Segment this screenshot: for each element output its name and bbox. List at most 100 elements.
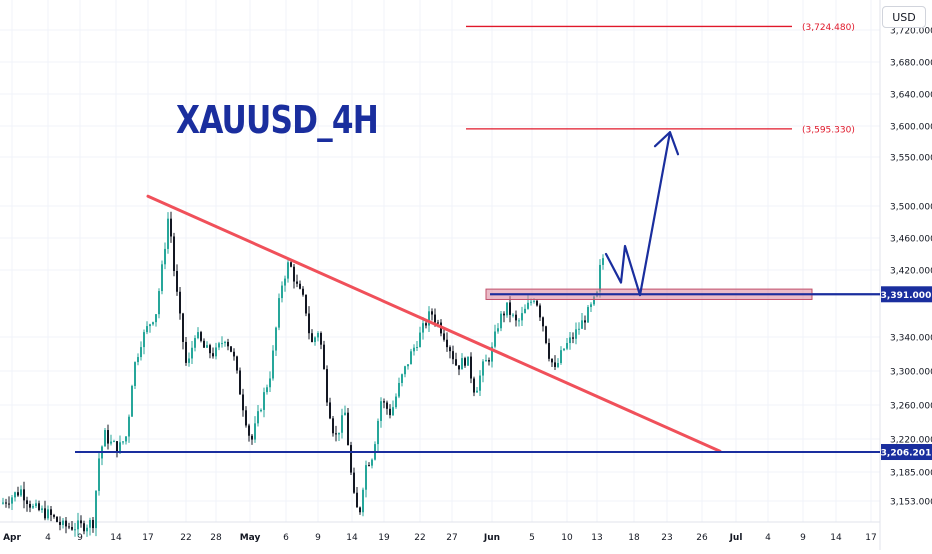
candle-body (122, 441, 124, 443)
candle (299, 280, 301, 290)
candle (557, 358, 559, 369)
candle (53, 513, 55, 519)
candle-body (68, 526, 70, 528)
candle-body (401, 374, 403, 383)
candle-body (215, 347, 217, 357)
candle (146, 321, 148, 335)
candle-body (263, 392, 265, 410)
candle (368, 462, 370, 467)
candle (110, 434, 112, 446)
candle-body (299, 283, 301, 289)
candle-body (602, 258, 604, 265)
candle (329, 397, 331, 420)
candle (122, 440, 124, 445)
candle-body (92, 519, 94, 529)
candle-body (251, 435, 253, 440)
candle-body (287, 262, 289, 279)
candle (92, 517, 94, 533)
candle (485, 354, 487, 362)
candle (398, 377, 400, 399)
x-tick-label: 18 (628, 533, 640, 543)
candle (332, 416, 334, 437)
candles (2, 211, 604, 537)
candle (131, 384, 133, 417)
candle-body (44, 508, 46, 519)
y-tick-label: 3,600.000 (890, 123, 932, 133)
x-tick-label: 14 (110, 533, 122, 543)
candle (536, 299, 538, 307)
candle-body (65, 520, 67, 527)
candle (380, 397, 382, 428)
candle-body (542, 317, 544, 327)
y-tick-label: 3,420.000 (890, 267, 932, 277)
candle-body (458, 365, 460, 370)
candle-body (335, 433, 337, 435)
candle (209, 343, 211, 359)
candle-body (455, 359, 457, 366)
x-tick-label: Jul (729, 533, 743, 543)
candle-body (89, 519, 91, 528)
candle-body (113, 441, 115, 443)
chart-title: XAUUSD_4H (176, 98, 379, 142)
candle-body (119, 442, 121, 453)
x-tick-label: 6 (283, 533, 289, 543)
candle (239, 367, 241, 395)
x-tick-label: Apr (3, 533, 21, 543)
candle-body (302, 288, 304, 295)
candle (275, 326, 277, 356)
candle (257, 405, 259, 427)
candle-body (143, 332, 145, 348)
candle-body (269, 378, 271, 388)
candle-body (173, 236, 175, 271)
candle (74, 523, 76, 537)
candle-body (389, 408, 391, 416)
x-tick-label: 14 (830, 533, 842, 543)
candle-body (158, 291, 160, 315)
candle-body (146, 326, 148, 333)
candle (227, 338, 229, 351)
candle (179, 286, 181, 320)
candle-body (71, 527, 73, 530)
candle-body (188, 358, 190, 363)
candle-body (494, 331, 496, 347)
candle-body (62, 520, 64, 525)
candle (458, 365, 460, 376)
candle (278, 293, 280, 331)
candle-body (515, 314, 517, 321)
candle-body (452, 351, 454, 360)
x-tick-label: 26 (696, 533, 708, 543)
y-tick-label: 3,185.000 (890, 469, 932, 479)
candle (575, 322, 577, 345)
candle (263, 387, 265, 418)
candle-body (413, 347, 415, 352)
candle (107, 424, 109, 450)
candle (395, 393, 397, 409)
candle-body (599, 264, 601, 292)
currency-button[interactable]: USD (882, 6, 926, 28)
candle (581, 312, 583, 329)
candle-body (47, 509, 49, 519)
candle (314, 336, 316, 346)
candle-body (392, 407, 394, 416)
x-tick-label: 4 (45, 533, 51, 543)
candle-body (533, 300, 535, 302)
y-tick-label: 3,640.000 (890, 91, 932, 101)
candle (143, 329, 145, 355)
candle-body (353, 472, 355, 493)
candle (152, 321, 154, 326)
candle (404, 365, 406, 378)
candle (95, 490, 97, 537)
candle (320, 331, 322, 350)
candle-body (548, 342, 550, 359)
y-tick-label: 3,460.000 (890, 235, 932, 245)
candle-body (347, 412, 349, 446)
candle (170, 211, 172, 243)
candle (125, 435, 127, 445)
candle-body (350, 445, 352, 473)
candle (197, 327, 199, 340)
candle-body (182, 313, 184, 342)
candle (254, 416, 256, 443)
candle-body (314, 337, 316, 343)
